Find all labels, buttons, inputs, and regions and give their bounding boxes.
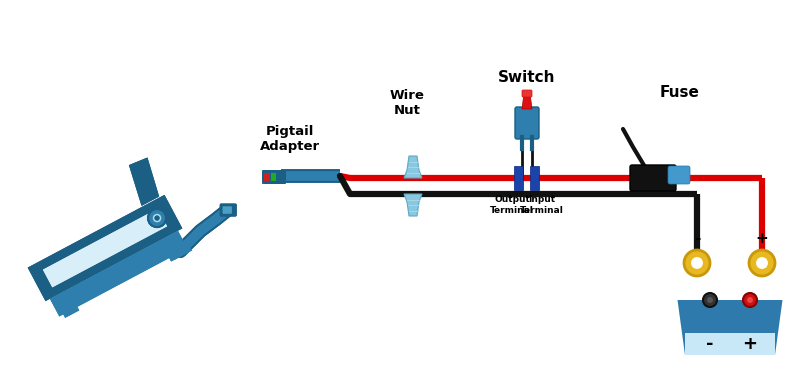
Polygon shape xyxy=(404,156,422,178)
Polygon shape xyxy=(50,231,187,316)
Bar xyxy=(514,166,523,190)
Polygon shape xyxy=(129,157,159,206)
Text: -: - xyxy=(694,231,700,246)
Polygon shape xyxy=(522,93,532,109)
FancyBboxPatch shape xyxy=(515,107,539,139)
Polygon shape xyxy=(28,195,182,301)
Polygon shape xyxy=(56,293,79,318)
Circle shape xyxy=(690,256,704,270)
Polygon shape xyxy=(164,240,192,260)
Text: Pigtail
Adapter: Pigtail Adapter xyxy=(260,125,320,153)
Text: Input
Terminal: Input Terminal xyxy=(520,195,564,215)
Polygon shape xyxy=(129,157,159,206)
Text: +: + xyxy=(755,231,769,246)
Circle shape xyxy=(152,213,162,223)
Text: Output
Terminal: Output Terminal xyxy=(490,195,534,215)
FancyBboxPatch shape xyxy=(522,90,532,97)
Polygon shape xyxy=(41,260,56,277)
Text: -: - xyxy=(706,335,713,353)
Text: Fuse: Fuse xyxy=(660,85,700,100)
Text: +: + xyxy=(743,335,758,353)
FancyBboxPatch shape xyxy=(220,204,237,216)
Circle shape xyxy=(749,250,775,276)
Circle shape xyxy=(707,297,713,303)
Text: Wire
Nut: Wire Nut xyxy=(389,89,424,117)
Circle shape xyxy=(747,297,753,303)
Circle shape xyxy=(155,216,160,221)
FancyBboxPatch shape xyxy=(668,166,690,184)
Polygon shape xyxy=(404,194,422,216)
Polygon shape xyxy=(162,236,185,262)
Circle shape xyxy=(155,216,160,221)
Circle shape xyxy=(148,209,166,227)
Circle shape xyxy=(684,250,710,276)
Polygon shape xyxy=(28,195,182,301)
Polygon shape xyxy=(678,300,783,355)
Circle shape xyxy=(703,293,717,307)
Polygon shape xyxy=(685,333,775,355)
Circle shape xyxy=(152,213,162,223)
FancyBboxPatch shape xyxy=(220,204,237,216)
Polygon shape xyxy=(50,231,187,316)
Polygon shape xyxy=(164,240,192,260)
FancyBboxPatch shape xyxy=(223,207,231,213)
FancyBboxPatch shape xyxy=(223,207,231,213)
Bar xyxy=(530,166,539,190)
Polygon shape xyxy=(43,209,167,287)
FancyBboxPatch shape xyxy=(264,173,270,181)
FancyBboxPatch shape xyxy=(271,173,276,181)
FancyBboxPatch shape xyxy=(262,170,286,184)
Polygon shape xyxy=(162,236,185,262)
Circle shape xyxy=(755,256,769,270)
Text: Switch: Switch xyxy=(498,70,555,85)
Polygon shape xyxy=(41,260,56,277)
Polygon shape xyxy=(43,209,167,287)
Polygon shape xyxy=(56,293,79,318)
FancyBboxPatch shape xyxy=(630,165,676,191)
Circle shape xyxy=(148,209,166,227)
Circle shape xyxy=(743,293,757,307)
